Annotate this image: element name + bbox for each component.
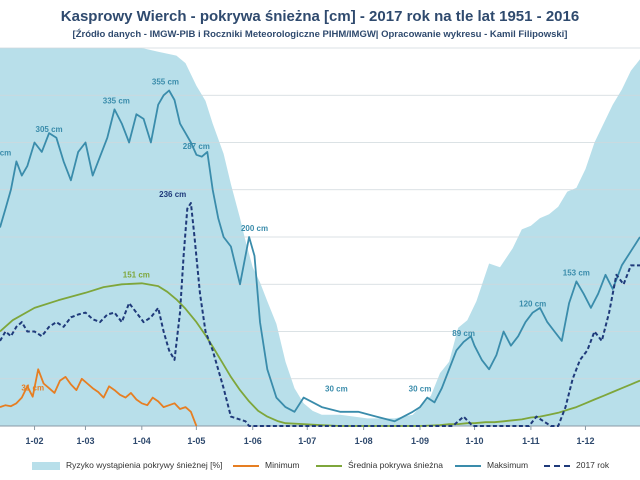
data-label: 89 cm [452,329,475,338]
data-label: 151 cm [123,270,150,279]
data-label: 30 cm [325,385,348,394]
x-tick-label: 1-04 [133,436,151,446]
data-label: 236 cm [159,190,186,199]
year-2017-line [0,202,640,427]
legend-item-2017: 2017 rok [544,460,609,470]
legend-swatch-risk [32,461,60,470]
legend-swatch-maximum [455,464,481,467]
x-tick-label: 1-03 [76,436,94,446]
data-label: 305 cm [36,125,63,134]
x-tick-label: 1-10 [466,436,484,446]
x-tick-label: 1-07 [298,436,316,446]
data-label: 153 cm [563,268,590,277]
x-tick-label: 1-06 [244,436,262,446]
legend-item-minimum: Minimum [233,460,299,470]
legend-swatch-2017 [544,464,570,467]
legend-swatch-minimum [233,464,259,467]
legend-label-risk: Ryzyko wystąpienia pokrywy śnieżnej [%] [66,460,223,470]
chart-subtitle: [Źródło danych - IMGW-PIB i Roczniki Met… [72,29,568,40]
data-label: 335 cm [103,96,130,105]
x-tick-label: 1-02 [26,436,44,446]
x-tick-label: 1-12 [576,436,594,446]
legend-swatch-mean [316,464,342,467]
x-tick-label: 1-09 [411,436,429,446]
data-label: 30 cm [409,385,432,394]
data-label: 31 cm [21,384,44,393]
legend-item-maximum: Maksimum [455,460,528,470]
legend-item-risk: Ryzyko wystąpienia pokrywy śnieżnej [%] [32,460,222,470]
legend-label-minimum: Minimum [265,460,300,470]
chart-legend: Ryzyko wystąpienia pokrywy śnieżnej [%] … [0,458,640,474]
x-tick-label: 1-05 [187,436,205,446]
chart-title: Kasprowy Wierch - pokrywa śnieżna [cm] -… [60,8,580,25]
data-label: 200 cm [241,224,268,233]
legend-label-2017: 2017 rok [576,460,610,470]
x-tick-label: 1-11 [522,436,540,446]
legend-label-maximum: Maksimum [487,460,529,470]
maximum-line [0,89,640,423]
minimum-line [0,368,198,427]
data-label: 120 cm [519,300,546,309]
x-tick-label: 1-08 [355,436,373,446]
data-label: 287 cm [183,142,210,151]
legend-item-mean: Średnia pokrywa śnieżna [316,460,443,470]
data-label: cm [0,148,11,157]
data-label: 355 cm [152,78,179,87]
legend-label-mean: Średnia pokrywa śnieżna [348,460,443,470]
